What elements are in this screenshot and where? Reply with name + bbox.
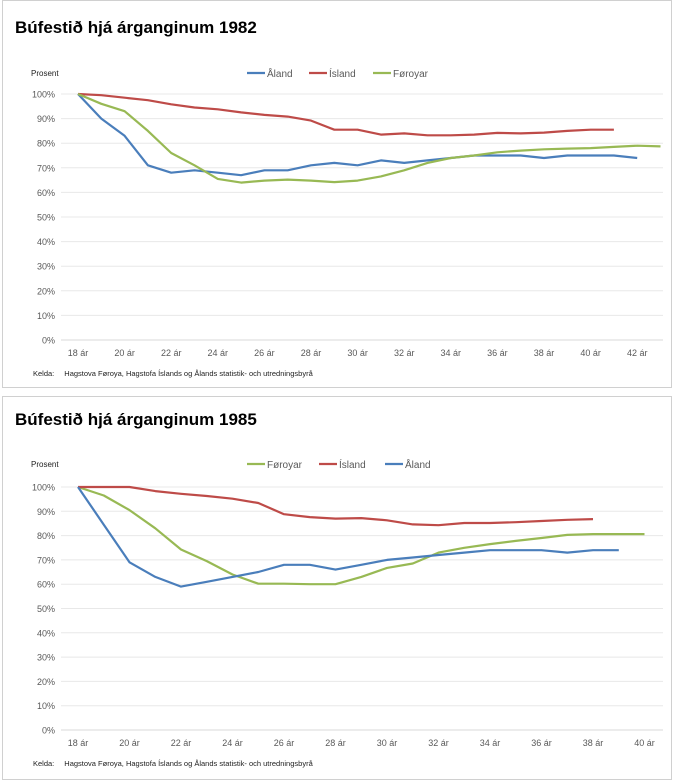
y-tick-label: 70% <box>37 555 55 565</box>
y-tick-label: 10% <box>37 311 55 321</box>
x-tick-label: 42 ár <box>627 348 648 358</box>
y-tick-label: 100% <box>32 483 55 493</box>
x-tick-label: 40 ár <box>580 348 601 358</box>
y-tick-label: 20% <box>37 677 55 687</box>
legend-label: Ísland <box>329 67 356 80</box>
source-label: Kelda: <box>33 369 55 378</box>
legend-label: Åland <box>405 458 431 471</box>
x-tick-label: 34 ár <box>441 348 462 358</box>
x-tick-label: 26 ár <box>274 738 295 748</box>
legend-label: Åland <box>267 67 293 80</box>
series-line-åland <box>77 93 638 177</box>
source-label: Kelda: <box>33 759 55 768</box>
chart-panel-1982: Búfestið hjá árganginum 1982 0% 10% 20% 30%… <box>2 0 672 388</box>
line-chart-1982: 0% 10% 20% 30% 40% 50% 60% 70% 80% 90% 100% 18 ár 20… <box>31 67 663 358</box>
x-tick-label: 32 ár <box>394 348 415 358</box>
y-tick-label: 30% <box>37 262 55 272</box>
y-tick-label: 10% <box>37 701 55 711</box>
legend-label: Ísland <box>339 458 366 471</box>
y-tick-label: 80% <box>37 139 55 149</box>
y-tick-label: 30% <box>37 653 55 663</box>
x-tick-label: 40 ár <box>634 738 655 748</box>
x-tick-label: 22 ár <box>161 348 182 358</box>
y-tick-label: 60% <box>37 580 55 590</box>
x-tick-label: 24 ár <box>222 738 243 748</box>
y-axis-label: Prosent <box>31 460 59 469</box>
x-tick-label: 18 ár <box>68 348 89 358</box>
chart-title: Búfestið hjá árganginum 1985 <box>15 410 257 429</box>
legend-label: Føroyar <box>267 460 303 471</box>
x-tick-label: 36 ár <box>487 348 508 358</box>
y-tick-label: 50% <box>37 604 55 614</box>
y-tick-label: 90% <box>37 507 55 517</box>
x-tick-label: 28 ár <box>325 738 346 748</box>
y-tick-label: 40% <box>37 628 55 638</box>
y-tick-label: 80% <box>37 531 55 541</box>
x-tick-label: 34 ár <box>480 738 501 748</box>
legend-label: Føroyar <box>393 69 429 80</box>
chart-title: Búfestið hjá árganginum 1982 <box>15 18 257 37</box>
x-tick-label: 22 ár <box>171 738 192 748</box>
y-tick-label: 0% <box>42 726 55 736</box>
source-text: Hagstova Føroya, Hagstofa Íslands og Åla… <box>64 759 313 768</box>
x-tick-label: 26 ár <box>254 348 275 358</box>
y-axis-label: Prosent <box>31 69 59 78</box>
series-line-åland <box>77 486 619 588</box>
x-tick-label: 30 ár <box>347 348 368 358</box>
x-tick-label: 38 ár <box>583 738 604 748</box>
y-tick-label: 0% <box>42 336 55 346</box>
source-note: Kelda: Hagstova Føroya, Hagstofa Íslands … <box>33 759 323 768</box>
y-tick-label: 20% <box>37 286 55 296</box>
x-tick-label: 36 ár <box>531 738 552 748</box>
x-tick-label: 38 ár <box>534 348 555 358</box>
series-line-føroyar <box>77 485 645 586</box>
series-line-ísland <box>78 485 594 527</box>
x-tick-label: 24 ár <box>208 348 229 358</box>
y-tick-label: 50% <box>37 213 55 223</box>
series-line-føroyar <box>77 92 661 184</box>
y-tick-label: 90% <box>37 114 55 124</box>
y-tick-label: 60% <box>37 188 55 198</box>
source-text: Hagstova Føroya, Hagstofa Íslands og Åla… <box>64 369 313 378</box>
x-tick-label: 18 ár <box>68 738 89 748</box>
x-tick-label: 28 ár <box>301 348 322 358</box>
y-tick-label: 40% <box>37 237 55 247</box>
line-chart-1985: 0% 10% 20% 30% 40% 50% 60% 70% 80% 90% 100% 18 ár 20… <box>31 458 663 748</box>
series-line-ísland <box>77 92 614 137</box>
source-note: Kelda: Hagstova Føroya, Hagstofa Íslands … <box>33 369 323 378</box>
y-tick-label: 70% <box>37 163 55 173</box>
x-tick-label: 20 ár <box>114 348 135 358</box>
x-tick-label: 20 ár <box>119 738 140 748</box>
x-tick-label: 32 ár <box>428 738 449 748</box>
x-tick-label: 30 ár <box>377 738 398 748</box>
y-tick-label: 100% <box>32 90 55 100</box>
chart-panel-1985: Búfestið hjá árganginum 1985 0% 10% 20% 30%… <box>2 396 672 780</box>
